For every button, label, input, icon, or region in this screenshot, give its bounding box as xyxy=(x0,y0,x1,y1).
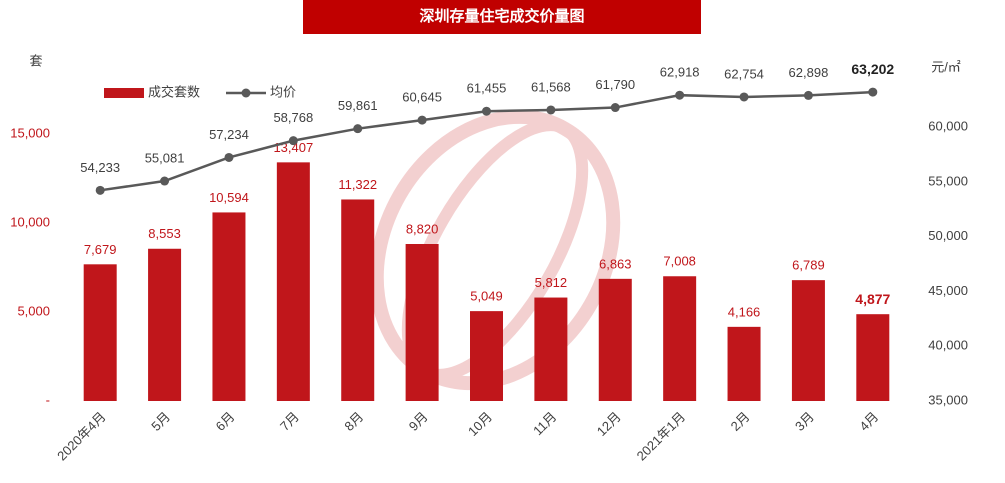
bar-value-label: 8,553 xyxy=(148,226,181,241)
y2-tick-label: 40,000 xyxy=(928,338,968,353)
legend-swatch xyxy=(104,88,144,98)
bar-value-label: 5,049 xyxy=(470,289,503,304)
line-value-label: 57,234 xyxy=(209,127,249,142)
bar xyxy=(727,326,761,401)
line-value-label: 54,233 xyxy=(80,160,120,175)
line-value-label: 62,754 xyxy=(724,66,764,81)
line-point xyxy=(868,87,878,97)
bar-value-label: 7,679 xyxy=(84,242,117,257)
title-banner xyxy=(303,0,701,34)
line-value-label: 60,645 xyxy=(402,90,442,105)
line-point xyxy=(160,176,170,186)
bar-value-label: 8,820 xyxy=(406,221,439,236)
legend-label: 均价 xyxy=(270,84,296,99)
line-value-label: 61,568 xyxy=(531,79,571,94)
line-point xyxy=(739,92,749,102)
x-tick-label: 2021年1月 xyxy=(634,409,689,464)
x-tick-label: 6月 xyxy=(213,409,238,434)
line-value-label: 61,790 xyxy=(595,77,635,92)
y2-tick-label: 55,000 xyxy=(928,173,968,188)
bar-value-label: 4,166 xyxy=(728,304,761,319)
y2-tick-label: 45,000 xyxy=(928,283,968,298)
x-tick-label: 2月 xyxy=(728,409,753,434)
line-point xyxy=(288,136,298,146)
bar xyxy=(83,264,117,401)
chart-title: 深圳存量住宅成交价量图 xyxy=(419,7,584,25)
legend-label: 成交套数 xyxy=(148,84,200,99)
line-point xyxy=(803,90,813,100)
x-tick-label: 3月 xyxy=(792,409,817,434)
line-value-label: 63,202 xyxy=(851,61,894,77)
y-axis-label: 套 xyxy=(29,53,42,68)
bar-value-label: 10,594 xyxy=(209,190,249,205)
x-tick-label: 5月 xyxy=(148,409,173,434)
bar xyxy=(663,276,697,401)
line-point xyxy=(675,90,685,100)
x-tick-label: 10月 xyxy=(465,409,495,439)
bar xyxy=(856,314,890,401)
bar-value-label: 4,877 xyxy=(855,291,890,307)
line-value-label: 62,918 xyxy=(660,65,700,80)
bar xyxy=(470,311,503,401)
bar xyxy=(276,162,310,401)
bar-value-label: 6,789 xyxy=(792,258,825,273)
y2-axis-label: 元/㎡ xyxy=(931,59,961,74)
bar xyxy=(405,244,439,401)
y2-tick-label: 50,000 xyxy=(928,228,968,243)
bar-value-label: 6,863 xyxy=(599,256,632,271)
line-point xyxy=(482,106,491,116)
bar xyxy=(534,297,568,401)
bar xyxy=(341,199,375,401)
legend-swatch xyxy=(241,88,251,98)
bar xyxy=(598,278,632,401)
y2-tick-label: 60,000 xyxy=(928,119,968,134)
bar-value-label: 5,812 xyxy=(535,275,568,290)
bar xyxy=(791,280,825,401)
line-point xyxy=(353,124,363,134)
x-tick-label: 2020年4月 xyxy=(54,409,109,464)
x-tick-label: 9月 xyxy=(406,409,431,434)
line-value-label: 62,898 xyxy=(789,65,829,80)
bar-value-label: 11,322 xyxy=(338,177,377,192)
line-value-label: 61,455 xyxy=(467,81,507,96)
x-tick-label: 7月 xyxy=(277,409,302,434)
line-point xyxy=(224,152,234,162)
bar xyxy=(212,212,246,401)
y-tick-label: - xyxy=(46,392,50,407)
y2-tick-label: 35,000 xyxy=(928,392,968,407)
x-tick-label: 11月 xyxy=(530,409,559,438)
bar xyxy=(148,248,182,401)
line-point xyxy=(610,103,620,113)
x-tick-label: 8月 xyxy=(341,409,366,434)
line-point xyxy=(417,115,427,125)
x-tick-label: 12月 xyxy=(594,409,624,439)
line-value-label: 59,861 xyxy=(338,98,378,113)
y-tick-label: 15,000 xyxy=(10,125,50,140)
x-tick-label: 4月 xyxy=(856,409,881,434)
y-tick-label: 5,000 xyxy=(17,303,50,318)
line-point xyxy=(95,185,105,195)
line-value-label: 55,081 xyxy=(145,150,185,165)
line-point xyxy=(546,105,556,115)
y-tick-label: 10,000 xyxy=(10,214,50,229)
bar-value-label: 7,008 xyxy=(663,254,696,269)
line-value-label: 58,768 xyxy=(273,110,313,125)
